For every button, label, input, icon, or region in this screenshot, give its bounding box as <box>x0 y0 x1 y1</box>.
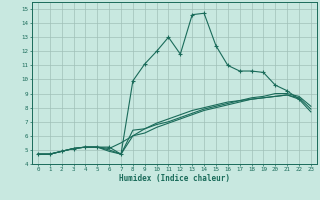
X-axis label: Humidex (Indice chaleur): Humidex (Indice chaleur) <box>119 174 230 183</box>
